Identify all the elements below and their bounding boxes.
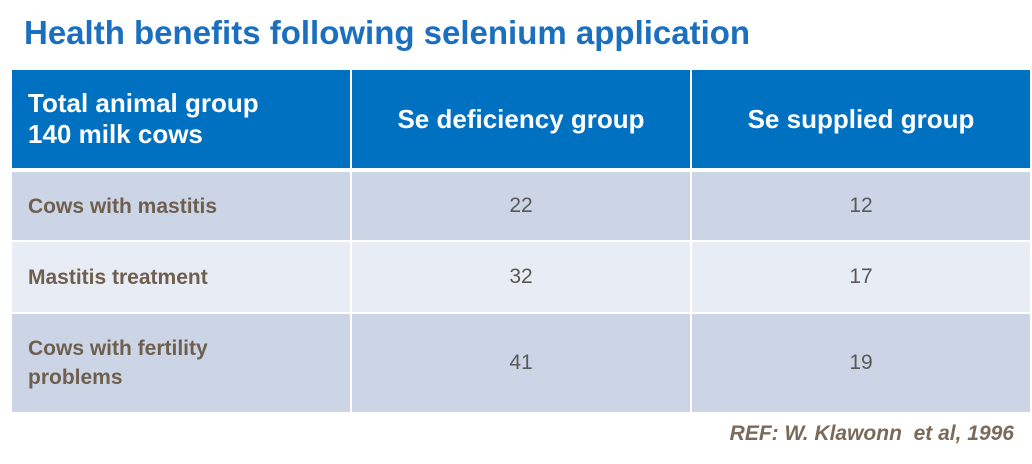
header-line: 140 milk cows bbox=[28, 119, 203, 149]
value-cell: 17 bbox=[692, 242, 1030, 312]
header-cell: Se supplied group bbox=[692, 70, 1030, 168]
row-label: Cows with fertility problems bbox=[12, 314, 350, 412]
row-label: Mastitis treatment bbox=[12, 242, 350, 312]
slide-title: Health benefits following selenium appli… bbox=[24, 14, 751, 51]
header-line: Total animal group bbox=[28, 88, 259, 118]
header-cell: Se deficiency group bbox=[352, 70, 690, 168]
row-label: Cows with mastitis bbox=[12, 172, 350, 240]
value-cell: 12 bbox=[692, 172, 1030, 240]
value-cell: 32 bbox=[352, 242, 690, 312]
value-cell: 41 bbox=[352, 314, 690, 412]
header-cell: Total animal group 140 milk cows bbox=[12, 70, 350, 168]
value-cell: 19 bbox=[692, 314, 1030, 412]
value-cell: 22 bbox=[352, 172, 690, 240]
reference: REF: W. Klawonn et al, 1996 bbox=[729, 422, 1014, 445]
